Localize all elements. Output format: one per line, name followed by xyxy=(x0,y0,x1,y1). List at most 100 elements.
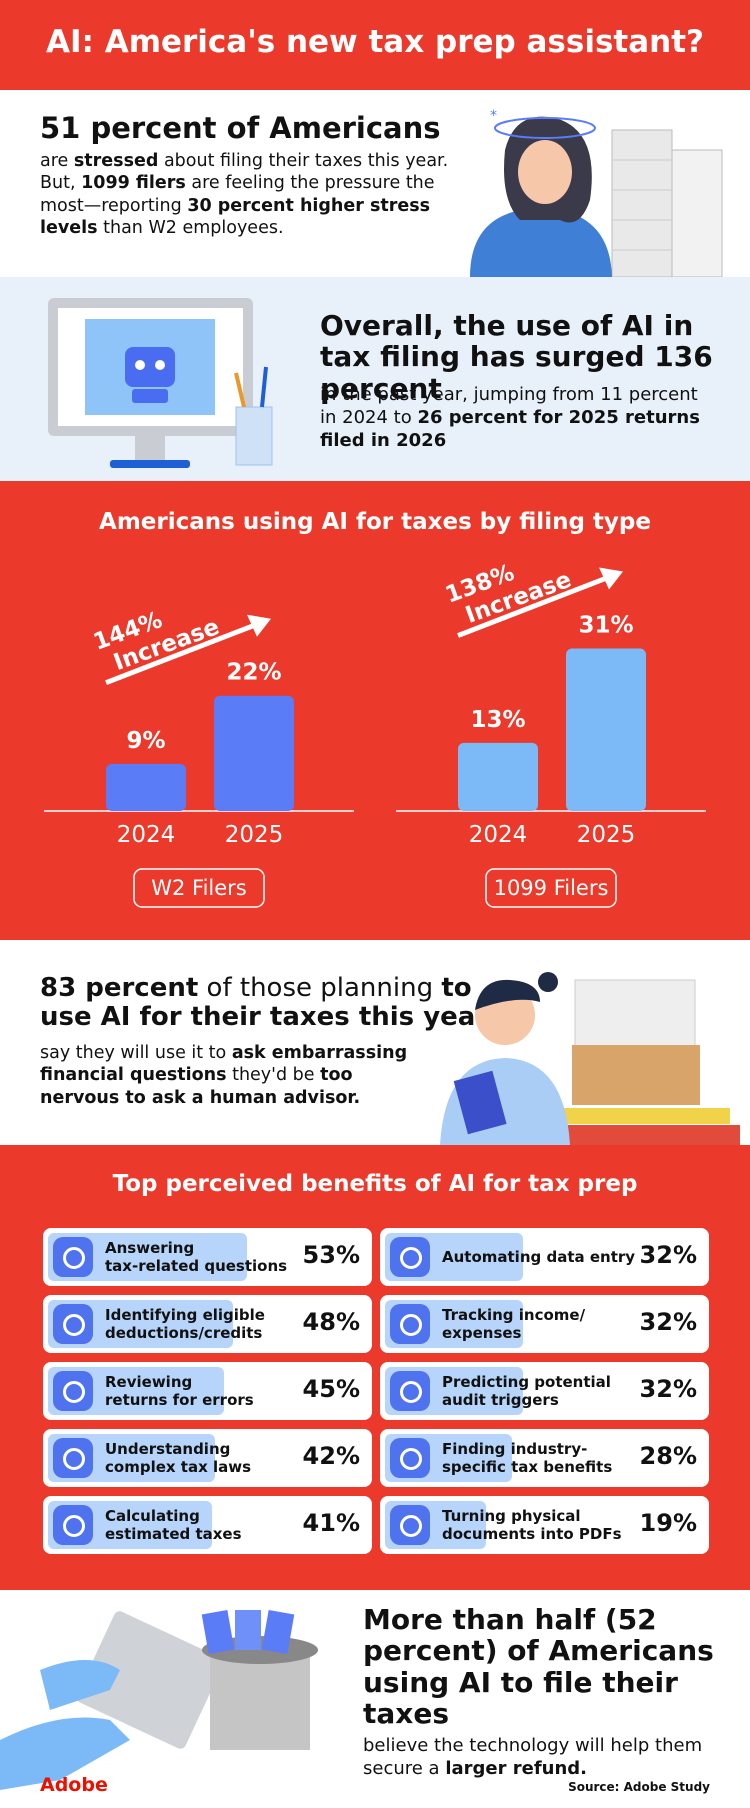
icon-glyph xyxy=(63,1314,85,1336)
brand: Adobe xyxy=(40,1774,108,1796)
benefit-value: 32% xyxy=(639,1241,697,1269)
benefit-icon xyxy=(53,1237,93,1277)
benefit-value: 19% xyxy=(639,1509,697,1537)
benefit-card: Answering tax-related questions 53% xyxy=(43,1228,372,1286)
text-run: than W2 employees. xyxy=(97,218,284,239)
benefit-icon xyxy=(390,1237,430,1277)
benefit-card: Calculating estimated taxes 41% xyxy=(43,1496,372,1554)
text-run: are xyxy=(40,151,74,171)
text-run: say they will use it to xyxy=(40,1043,232,1063)
header: AI: America's new tax prep assistant? xyxy=(0,0,750,90)
benefit-label-line: documents into PDFs xyxy=(442,1525,622,1543)
questions-section: 83 percent of those planning to use AI f… xyxy=(0,940,750,1145)
text-run: of those planning xyxy=(198,973,442,1003)
icon-glyph xyxy=(63,1515,85,1537)
benefit-value: 32% xyxy=(639,1308,697,1336)
benefit-label-line: Automating data entry xyxy=(442,1248,636,1266)
text-run: about filing their taxes this year. But, xyxy=(40,151,449,194)
icon-glyph xyxy=(63,1381,85,1403)
benefit-value: 41% xyxy=(302,1509,360,1537)
icon-glyph xyxy=(400,1448,422,1470)
source: Source: Adobe Study xyxy=(568,1780,710,1794)
benefit-icon xyxy=(390,1505,430,1545)
benefit-value: 42% xyxy=(302,1442,360,1470)
text-run: 83 percent xyxy=(40,973,199,1003)
text-run: 1099 filers xyxy=(81,173,186,194)
benefit-label: Tracking income/expenses xyxy=(442,1295,585,1353)
filer-box xyxy=(133,868,265,908)
decor: * xyxy=(490,108,497,124)
text-run: believe the technology will help them se… xyxy=(363,1735,703,1780)
text-run: too nervous to ask a human advisor. xyxy=(40,1065,361,1108)
arrow-head xyxy=(247,614,271,637)
icon-glyph xyxy=(400,1515,422,1537)
bar xyxy=(106,763,186,811)
surge-headline: Overall, the use of AI in tax filing has… xyxy=(320,309,713,405)
icon-glyph xyxy=(400,1314,422,1336)
benefit-label-line: Reviewing xyxy=(105,1373,193,1391)
chart-title: 1099 Filers xyxy=(494,876,609,900)
arrow xyxy=(105,620,262,686)
benefit-label: Turning physical documents into PDFs xyxy=(442,1496,622,1554)
benefit-label-line: Tracking income/ xyxy=(442,1306,586,1324)
text-run: larger refund. xyxy=(445,1758,588,1780)
benefit-label-line: Understanding xyxy=(105,1440,231,1458)
benefit-icon xyxy=(53,1371,93,1411)
filer-box xyxy=(485,868,617,908)
value-label: 9% xyxy=(126,728,165,754)
value-label: 22% xyxy=(226,660,281,686)
text-run: they'd be xyxy=(226,1065,321,1086)
surge-body: in the past year, jumping from 11 percen… xyxy=(320,383,700,452)
benefit-value: 53% xyxy=(302,1241,360,1269)
benefit-card: Finding industry-specific tax benefits 28… xyxy=(380,1429,709,1487)
category-label: 2024 xyxy=(469,822,528,848)
benefit-label: Answering tax-related questions xyxy=(105,1228,287,1286)
benefit-icon xyxy=(53,1505,93,1545)
benefit-icon xyxy=(53,1304,93,1344)
benefit-label: Calculating estimated taxes xyxy=(105,1496,242,1554)
benefit-label: Automating data entry xyxy=(442,1228,635,1286)
arrow xyxy=(457,573,614,638)
benefit-card: Predicting potential audit triggers 32% xyxy=(380,1362,709,1420)
filing-section: Americans using AI for taxes by filing t… xyxy=(0,481,750,940)
benefit-label-line: returns for errors xyxy=(105,1391,254,1409)
icon-glyph xyxy=(63,1247,85,1269)
text-run: 26 percent for 2025 returns filed in 202… xyxy=(320,407,700,452)
advisor-illustration xyxy=(440,972,740,1145)
value-label: 31% xyxy=(578,613,633,639)
benefit-label: Reviewing returns for errors xyxy=(105,1362,254,1420)
bar xyxy=(214,695,294,811)
benefit-label: Understanding complex tax laws xyxy=(105,1429,251,1487)
benefit-card: Tracking income/expenses 32% xyxy=(380,1295,709,1353)
benefit-value: 45% xyxy=(302,1375,360,1403)
benefit-card: Turning physical documents into PDFs 19% xyxy=(380,1496,709,1554)
text-run: stressed xyxy=(73,151,159,171)
benefit-icon xyxy=(390,1438,430,1478)
benefit-card: Identifying eligible deductions/credits 48… xyxy=(43,1295,372,1353)
bar xyxy=(458,742,538,811)
page-title: AI: America's new tax prep assistant? xyxy=(45,24,705,60)
stress-body: are stressed about filing their taxes th… xyxy=(40,150,450,240)
annotation: 144%Increase xyxy=(90,607,223,676)
annotation: 138%Increase xyxy=(442,560,575,629)
benefit-label-line: Finding industry- xyxy=(442,1440,588,1458)
stress-headline: 51 percent of Americans xyxy=(40,111,441,145)
benefit-label-line: expenses xyxy=(442,1324,522,1342)
icon-glyph xyxy=(63,1448,85,1470)
benefit-label-line: Predicting potential xyxy=(442,1373,611,1391)
stress-section: 51 percent of Americans are stressed abo… xyxy=(0,90,750,277)
benefit-value: 28% xyxy=(639,1442,697,1470)
benefit-label: Identifying eligible deductions/credits xyxy=(105,1295,265,1353)
benefit-label-line: complex tax laws xyxy=(105,1458,252,1476)
benefit-label-line: Answering xyxy=(105,1239,195,1257)
benefit-card: Reviewing returns for errors 45% xyxy=(43,1362,372,1420)
bar xyxy=(566,648,646,811)
benefit-value: 32% xyxy=(639,1375,697,1403)
text-run: ask embarrassing financial questions xyxy=(40,1043,408,1086)
benefit-icon xyxy=(390,1304,430,1344)
filing-title: Americans using AI for taxes by filing t… xyxy=(99,509,651,535)
benefit-card: Understanding complex tax laws 42% xyxy=(43,1429,372,1487)
benefits-title: Top perceived benefits of AI for tax pre… xyxy=(112,1171,638,1197)
monitor-illustration xyxy=(48,298,273,468)
